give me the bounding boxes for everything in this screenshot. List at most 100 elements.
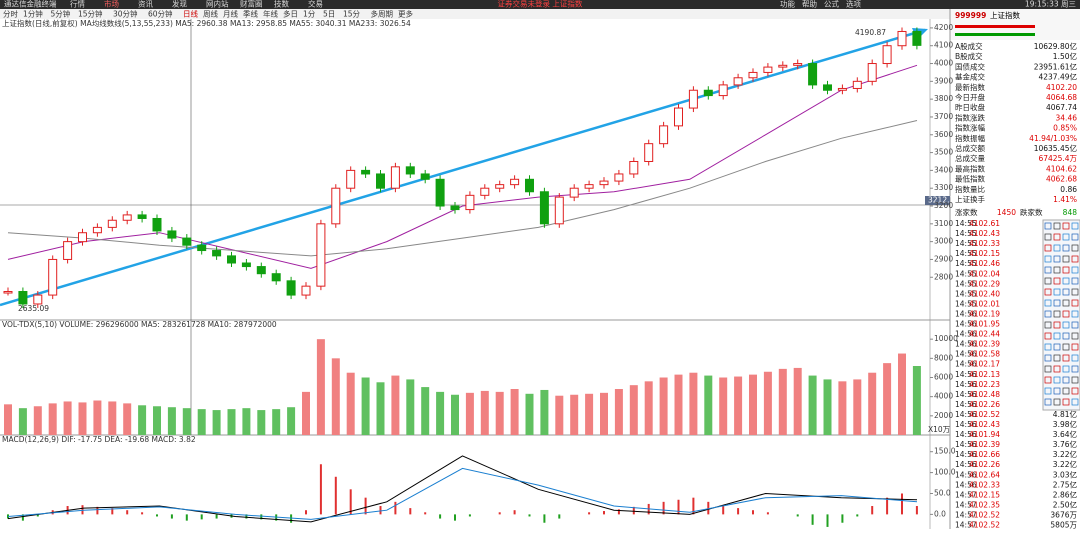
draw-tool[interactable]: [1071, 310, 1079, 318]
draw-tool[interactable]: [1053, 343, 1061, 351]
draw-tool[interactable]: [1053, 310, 1061, 318]
draw-tool[interactable]: [1044, 354, 1052, 362]
draw-tool[interactable]: [1071, 387, 1079, 395]
period-button[interactable]: 周线: [203, 9, 218, 19]
draw-tool[interactable]: [1071, 398, 1079, 406]
draw-tool[interactable]: [1044, 266, 1052, 274]
menu-item[interactable]: 帮助: [802, 0, 817, 9]
draw-tool-palette[interactable]: [1042, 219, 1080, 411]
draw-tool[interactable]: [1062, 310, 1070, 318]
draw-tool[interactable]: [1053, 376, 1061, 384]
draw-tool[interactable]: [1053, 266, 1061, 274]
draw-tool[interactable]: [1071, 332, 1079, 340]
menu-item[interactable]: 发现: [172, 0, 187, 9]
draw-tool[interactable]: [1062, 277, 1070, 285]
draw-tool[interactable]: [1044, 310, 1052, 318]
draw-tool[interactable]: [1053, 233, 1061, 241]
draw-tool[interactable]: [1062, 343, 1070, 351]
menu-item[interactable]: 网内站: [206, 0, 229, 9]
period-button[interactable]: 日线: [183, 9, 198, 19]
draw-tool[interactable]: [1062, 354, 1070, 362]
draw-tool[interactable]: [1053, 255, 1061, 263]
menu-item[interactable]: 技数: [274, 0, 289, 9]
draw-tool[interactable]: [1062, 332, 1070, 340]
draw-tool[interactable]: [1071, 376, 1079, 384]
period-button[interactable]: 1分: [303, 10, 316, 19]
period-button[interactable]: 年线: [263, 9, 278, 19]
candle: [495, 184, 505, 189]
draw-tool[interactable]: [1044, 255, 1052, 263]
draw-tool[interactable]: [1062, 266, 1070, 274]
draw-tool[interactable]: [1062, 233, 1070, 241]
draw-tool[interactable]: [1062, 321, 1070, 329]
menu-item[interactable]: 行情: [70, 0, 85, 9]
period-button[interactable]: 更多: [398, 9, 413, 19]
draw-tool[interactable]: [1053, 398, 1061, 406]
draw-tool[interactable]: [1044, 233, 1052, 241]
period-button[interactable]: 60分钟: [148, 9, 173, 19]
menu-item[interactable]: 交易: [308, 0, 323, 9]
draw-tool[interactable]: [1071, 277, 1079, 285]
draw-tool[interactable]: [1071, 343, 1079, 351]
draw-tool[interactable]: [1071, 365, 1079, 373]
draw-tool[interactable]: [1044, 398, 1052, 406]
period-button[interactable]: 分时: [3, 9, 18, 19]
draw-tool[interactable]: [1062, 222, 1070, 230]
draw-tool[interactable]: [1053, 387, 1061, 395]
menu-item[interactable]: 市场: [104, 0, 119, 9]
draw-tool[interactable]: [1053, 277, 1061, 285]
draw-tool[interactable]: [1053, 244, 1061, 252]
draw-tool[interactable]: [1062, 365, 1070, 373]
draw-tool[interactable]: [1062, 299, 1070, 307]
draw-tool[interactable]: [1062, 376, 1070, 384]
draw-tool[interactable]: [1044, 277, 1052, 285]
menu-item[interactable]: 财富圈: [240, 0, 263, 9]
draw-tool[interactable]: [1053, 365, 1061, 373]
period-button[interactable]: 多日: [283, 9, 298, 19]
draw-tool[interactable]: [1044, 365, 1052, 373]
draw-tool[interactable]: [1062, 244, 1070, 252]
draw-tool[interactable]: [1071, 255, 1079, 263]
draw-tool[interactable]: [1071, 266, 1079, 274]
draw-tool[interactable]: [1071, 233, 1079, 241]
draw-tool[interactable]: [1044, 332, 1052, 340]
period-button[interactable]: 多周期: [371, 9, 394, 19]
menu-item[interactable]: 功能: [780, 0, 795, 9]
draw-tool[interactable]: [1044, 376, 1052, 384]
period-button[interactable]: 5日: [323, 10, 335, 19]
period-button[interactable]: 月线: [223, 9, 238, 19]
draw-tool[interactable]: [1044, 343, 1052, 351]
draw-tool[interactable]: [1053, 299, 1061, 307]
draw-tool[interactable]: [1053, 354, 1061, 362]
period-button[interactable]: 15分: [343, 10, 361, 19]
draw-tool[interactable]: [1053, 222, 1061, 230]
draw-tool[interactable]: [1062, 288, 1070, 296]
period-button[interactable]: 15分钟: [78, 9, 103, 19]
draw-tool[interactable]: [1044, 222, 1052, 230]
draw-tool[interactable]: [1071, 321, 1079, 329]
period-button[interactable]: 5分钟: [51, 9, 71, 19]
draw-tool[interactable]: [1053, 332, 1061, 340]
draw-tool[interactable]: [1062, 387, 1070, 395]
draw-tool[interactable]: [1071, 288, 1079, 296]
draw-tool[interactable]: [1044, 321, 1052, 329]
draw-tool[interactable]: [1044, 299, 1052, 307]
draw-tool[interactable]: [1071, 222, 1079, 230]
draw-tool[interactable]: [1044, 288, 1052, 296]
menu-item[interactable]: 资讯: [138, 0, 153, 9]
period-button[interactable]: 季线: [243, 9, 258, 19]
draw-tool[interactable]: [1071, 354, 1079, 362]
period-button[interactable]: 1分钟: [23, 9, 43, 19]
draw-tool[interactable]: [1071, 244, 1079, 252]
draw-tool[interactable]: [1053, 321, 1061, 329]
menu-item[interactable]: 选项: [846, 0, 861, 9]
draw-tool[interactable]: [1044, 244, 1052, 252]
menu-item[interactable]: 公式: [824, 0, 839, 9]
draw-tool[interactable]: [1044, 387, 1052, 395]
period-button[interactable]: 30分钟: [113, 9, 138, 19]
macd-bar: [841, 514, 844, 523]
draw-tool[interactable]: [1062, 255, 1070, 263]
draw-tool[interactable]: [1053, 288, 1061, 296]
draw-tool[interactable]: [1071, 299, 1079, 307]
draw-tool[interactable]: [1062, 398, 1070, 406]
